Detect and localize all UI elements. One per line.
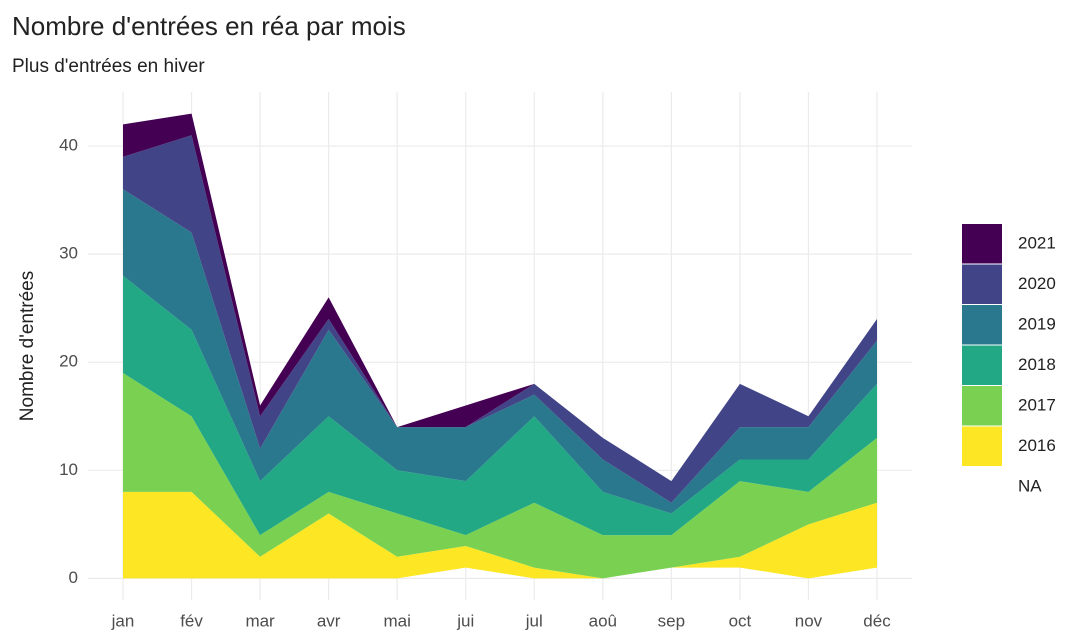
x-tick-label: jui	[456, 611, 474, 630]
legend-label: 2016	[1018, 436, 1056, 455]
labels: 0 10 20 30 40 jan fév mar avr mai jui jul aoû sep oct n…	[59, 136, 891, 631]
y-tick-label: 0	[69, 568, 78, 587]
area	[123, 275, 877, 536]
legend-label: NA	[1018, 477, 1042, 496]
y-tick-label: 20	[59, 352, 78, 371]
chart-subtitle: Plus d'entrées en hiver	[12, 56, 205, 77]
legend-key	[962, 264, 1002, 304]
x-tick-label: sep	[658, 611, 685, 630]
y-tick-label: 10	[59, 460, 78, 479]
x-tick-label: avr	[317, 611, 341, 630]
chart-title: Nombre d'entrées en réa par mois	[12, 11, 406, 41]
legend-label: 2018	[1018, 355, 1056, 374]
y-axis-label: Nombre d'entrées	[17, 271, 38, 421]
x-tick-label: mar	[245, 611, 275, 630]
legend: 2021 2020 2019 2018 2017 2016 NA	[962, 224, 1056, 496]
x-tick-label: jan	[111, 611, 135, 630]
legend-label: 2017	[1018, 396, 1056, 415]
x-tick-label: jul	[525, 611, 543, 630]
legend-label: 2020	[1018, 274, 1056, 293]
x-tick-label: fév	[180, 611, 203, 630]
legend-label: 2019	[1018, 315, 1056, 334]
legend-key	[962, 345, 1002, 385]
x-tick-label: mai	[383, 611, 410, 630]
area	[123, 491, 877, 579]
y-tick-label: 40	[59, 136, 78, 155]
y-tick-label: 30	[59, 244, 78, 263]
legend-key	[962, 224, 1002, 264]
x-tick-label: déc	[863, 611, 891, 630]
x-tick-label: aoû	[589, 611, 617, 630]
area	[123, 373, 877, 579]
legend-key	[962, 305, 1002, 345]
area	[123, 113, 877, 482]
legend-key	[962, 426, 1002, 466]
x-tick-label: nov	[795, 611, 823, 630]
legend-key	[962, 386, 1002, 426]
area	[123, 135, 877, 503]
legend-label: 2021	[1018, 234, 1056, 253]
x-tick-label: oct	[729, 611, 752, 630]
areas	[123, 113, 877, 579]
